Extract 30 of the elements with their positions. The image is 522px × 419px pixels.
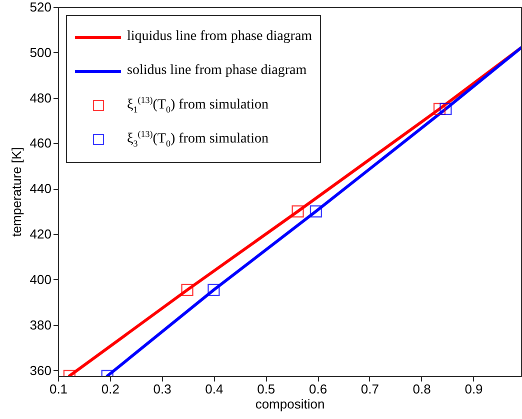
y-tick-label: 380 — [30, 317, 52, 332]
x-tick-label: 0.4 — [205, 382, 224, 396]
point — [310, 205, 322, 218]
y-tick-label: 500 — [30, 44, 52, 60]
y-tick-label: 420 — [30, 226, 52, 242]
point — [181, 284, 194, 296]
x-tick-label: 0.3 — [153, 382, 172, 396]
point — [208, 284, 220, 296]
x-tick-label: 0.9 — [464, 382, 483, 396]
x-tick-label: 0.7 — [360, 382, 379, 396]
point — [292, 205, 304, 218]
y-tick-label: 440 — [30, 181, 52, 196]
x-tick-label: 0.1 — [49, 382, 68, 396]
x-tick-label: 0.5 — [257, 382, 276, 396]
x-tick-label: 0.8 — [412, 382, 431, 396]
legend-label: solidus line from phase diagram — [127, 63, 307, 79]
y-axis-title: temperature [K] — [8, 147, 24, 237]
legend-label: ξ$_{1}$$^{(13)}$(T$_{0}$) from simulation — [127, 95, 268, 115]
point — [433, 102, 446, 116]
point — [440, 102, 452, 116]
y-tick-label: 520 — [30, 0, 52, 14]
legend-label: liquidus line from phase diagram — [127, 29, 312, 45]
legend-label: ξ$_{3}$$^{(13)}$(T$_{0}$) from simulation — [127, 129, 268, 149]
x-tick-label: 0.2 — [101, 382, 120, 396]
y-tick-label: 460 — [30, 136, 52, 151]
x-tick-label: 0.6 — [308, 382, 328, 396]
y-tick-label: 400 — [30, 272, 52, 287]
x-axis-title: composition — [255, 396, 325, 412]
y-tick-label: 480 — [30, 90, 52, 106]
y-tick-label: 360 — [30, 362, 52, 378]
